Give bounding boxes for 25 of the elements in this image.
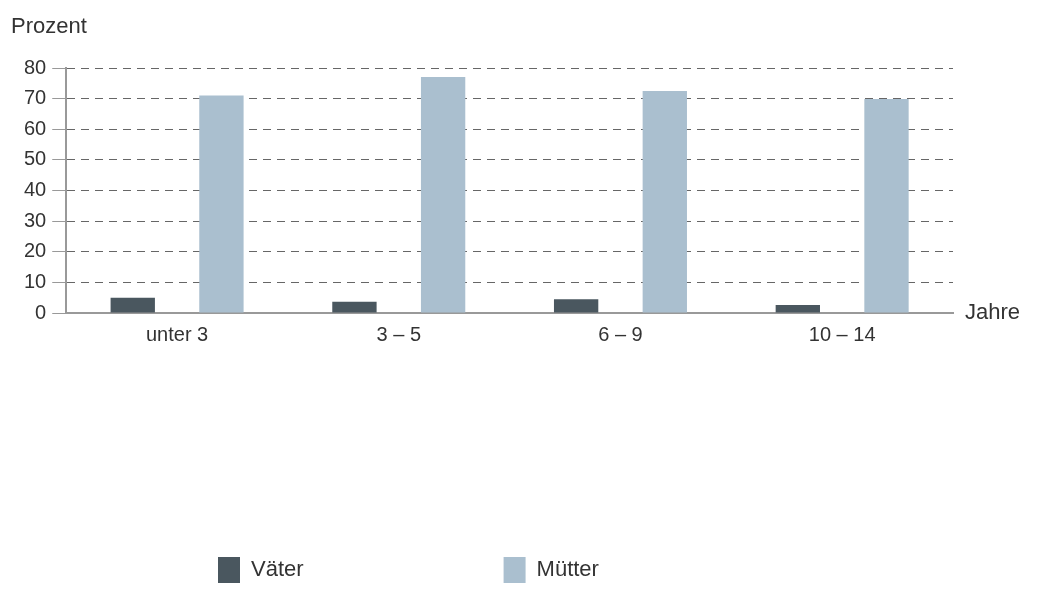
y-tick-label: 40 (24, 178, 47, 201)
y-axis-title: Prozent (11, 13, 87, 39)
bar (420, 76, 466, 313)
y-tick-label: 0 (35, 300, 47, 323)
x-tick-label: 3 – 5 (376, 322, 422, 345)
x-axis-title: Jahre (965, 299, 1021, 325)
bar (110, 297, 155, 313)
y-tick-label: 80 (24, 55, 47, 78)
x-tick-label: unter 3 (145, 322, 209, 345)
y-tick-label: 60 (24, 116, 47, 139)
bar (199, 95, 244, 313)
y-tick-label: 10 (24, 269, 47, 292)
x-tick-label: 6 – 9 (598, 322, 643, 345)
y-tick-label: 70 (24, 86, 47, 109)
x-tick-label: 10 – 14 (808, 322, 876, 345)
bar (864, 98, 909, 313)
legend-label: Väter (251, 556, 304, 582)
bar (775, 305, 820, 313)
y-tick-label: 30 (24, 208, 47, 231)
bar (332, 301, 377, 313)
bar (553, 299, 599, 313)
y-tick-label: 50 (24, 147, 47, 170)
y-tick-label: 20 (24, 239, 47, 262)
bar (642, 90, 687, 313)
legend-label: Mütter (536, 556, 599, 582)
